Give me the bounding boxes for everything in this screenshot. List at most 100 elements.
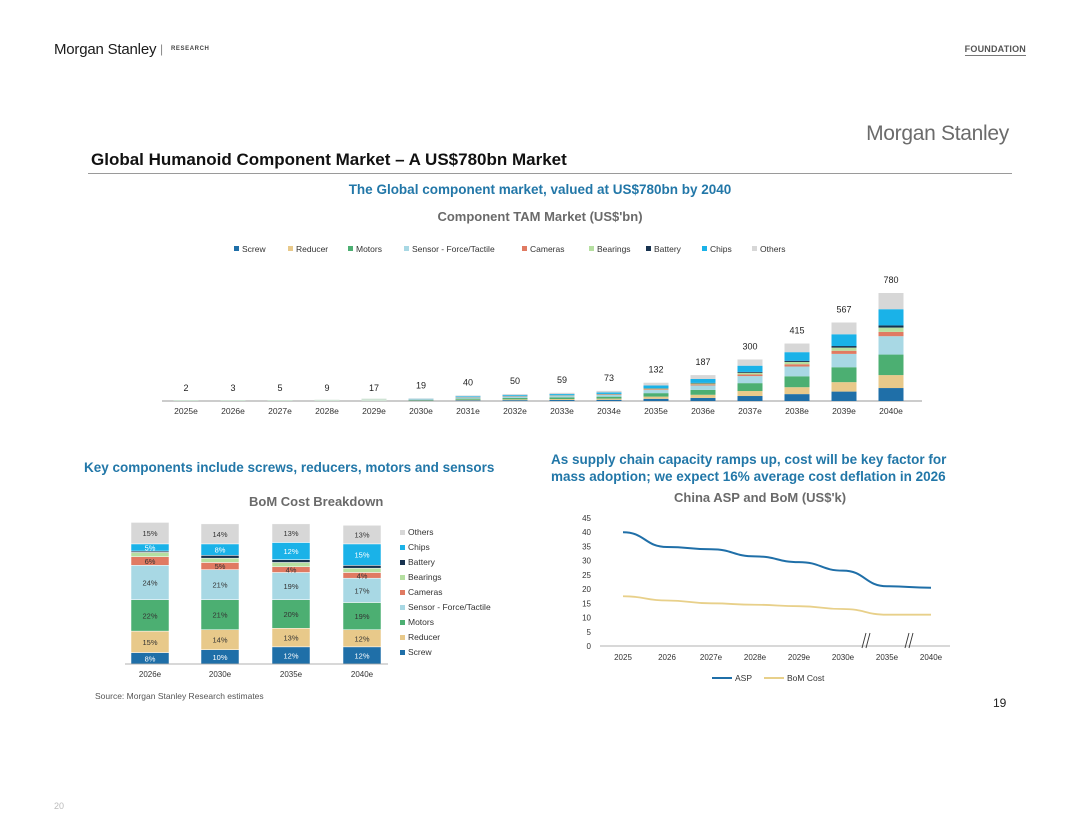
asp-x-tick: 2035e [876, 653, 899, 662]
tam-bar-segment [831, 382, 857, 392]
tam-bar-segment [737, 365, 763, 372]
tam-bar-segment [784, 364, 810, 367]
tam-bar-segment [690, 382, 716, 384]
tam-bar-segment [502, 396, 528, 399]
right-subtitle-line2: mass adoption; we expect 16% average cos… [551, 469, 946, 484]
tam-total-label: 187 [695, 357, 710, 367]
tam-bar-segment [502, 399, 528, 401]
asp-y-tick: 30 [582, 557, 591, 566]
tam-bar-segment [455, 398, 481, 400]
bom-legend-label-chips: Chips [408, 542, 430, 552]
tam-bar-segment [690, 384, 716, 386]
tam-total-label: 73 [604, 373, 614, 383]
tam-total-label: 300 [742, 341, 757, 351]
tam-total-label: 415 [789, 326, 804, 336]
legend-label-bearings: Bearings [597, 244, 631, 254]
tam-chart: Screw Reducer Motors Sensor - Force/Tactile… [162, 244, 922, 416]
legend-swatch-chips [702, 246, 707, 251]
tam-total-label: 17 [369, 383, 379, 393]
bom-legend-label-screw: Screw [408, 647, 432, 657]
bom-legend-swatch-chips [400, 545, 405, 550]
tam-bar-segment [784, 376, 810, 388]
tam-total-label: 3 [230, 383, 235, 393]
tam-bar-segment [643, 396, 669, 399]
bom-legend-swatch-screw [400, 650, 405, 655]
axis-break-mark [904, 632, 914, 649]
tam-bar-segment [643, 398, 669, 401]
tam-x-tick: 2040e [879, 406, 903, 416]
bom-segment-label: 4% [286, 566, 297, 575]
asp-y-tick: 40 [582, 528, 591, 537]
tam-bar-segment [690, 394, 716, 398]
asp-x-tick: 2028e [744, 653, 767, 662]
tam-bar-segment [737, 359, 763, 366]
bom-x-tick: 2035e [280, 670, 303, 679]
bom-segment-label: 19% [354, 612, 369, 621]
bom-bar-segment [271, 559, 311, 563]
tam-bar-segment [878, 293, 904, 310]
tam-bar-segment [737, 396, 763, 401]
foundation-label: FOUNDATION [964, 44, 1026, 56]
bom-bar-segment [130, 522, 170, 545]
page-number: 20 [54, 801, 65, 811]
tam-bar-segment [267, 400, 293, 401]
bom-bar-segment [342, 567, 382, 573]
tam-bar-segment [831, 353, 857, 368]
asp-y-tick: 5 [587, 628, 592, 637]
right-subtitle-line1: As supply chain capacity ramps up, cost … [551, 452, 947, 467]
asp-x-tick: 2040e [920, 653, 943, 662]
bom-segment-label: 24% [142, 578, 157, 587]
bom-segment-label: 10% [212, 653, 227, 662]
tam-bar-segment [455, 400, 481, 401]
tam-total-label: 19 [416, 380, 426, 390]
tam-bar-segment [831, 334, 857, 347]
tam-x-tick: 2038e [785, 406, 809, 416]
legend-label-screw: Screw [242, 244, 266, 254]
tam-total-label: 5 [277, 383, 282, 393]
tam-bar-segment [831, 347, 857, 351]
bom-segment-label: 19% [283, 582, 298, 591]
tam-bar-segment [737, 371, 763, 373]
tam-bar-segment [690, 385, 716, 390]
legend-label-cameras: Cameras [530, 244, 564, 254]
legend-swatch-others [752, 246, 757, 251]
legend-label-sensor-force-tactile: Sensor - Force/Tactile [412, 244, 495, 254]
bom-segment-label: 4% [357, 571, 368, 580]
bom-segment-label: 17% [354, 586, 369, 595]
tam-bar-segment [596, 399, 622, 401]
bom-x-tick: 2026e [139, 670, 162, 679]
tam-x-tick: 2029e [362, 406, 386, 416]
tam-bar-segment [878, 354, 904, 376]
bom-segment-label: 8% [145, 654, 156, 663]
tam-bar-segment [455, 396, 481, 398]
tam-bar-segment [784, 361, 810, 365]
bom-breakdown-chart: 8% 15% 22% 24% 6% 5% 15% 2026e 10% 14% 21% 21% 5% 8% 1… [125, 522, 491, 679]
tam-x-tick: 2034e [597, 406, 621, 416]
tam-bar-segment [831, 391, 857, 401]
bom-bar-segment [271, 562, 311, 568]
bom-bar-segment [130, 599, 170, 632]
tam-bar-segment [643, 393, 669, 397]
bom-legend-label-cameras: Cameras [408, 587, 442, 597]
tam-bar-segment [549, 399, 575, 401]
tam-total-label: 50 [510, 376, 520, 386]
tam-bar-segment [502, 398, 528, 400]
tam-total-label: 40 [463, 377, 473, 387]
tam-bar-segment [314, 399, 340, 401]
tam-bar-segment [737, 383, 763, 392]
asp-x-tick: 2029e [788, 653, 811, 662]
tam-bar-segment [549, 392, 575, 395]
tam-bar-segment [455, 397, 481, 399]
tam-bar-segment [502, 400, 528, 401]
bom-legend-label-reducer: Reducer [408, 632, 440, 642]
bom-bar-segment [342, 602, 382, 630]
tam-total-label: 132 [648, 365, 663, 375]
tam-bar-segment [643, 390, 669, 394]
tam-bar-segment [596, 396, 622, 399]
tam-bar-segment [784, 343, 810, 353]
tam-total-label: 9 [324, 383, 329, 393]
bom-x-tick: 2040e [351, 670, 374, 679]
tam-bar-segment [784, 352, 810, 361]
bom-segment-label: 21% [212, 581, 227, 590]
bom-legend-swatch-others [400, 530, 405, 535]
